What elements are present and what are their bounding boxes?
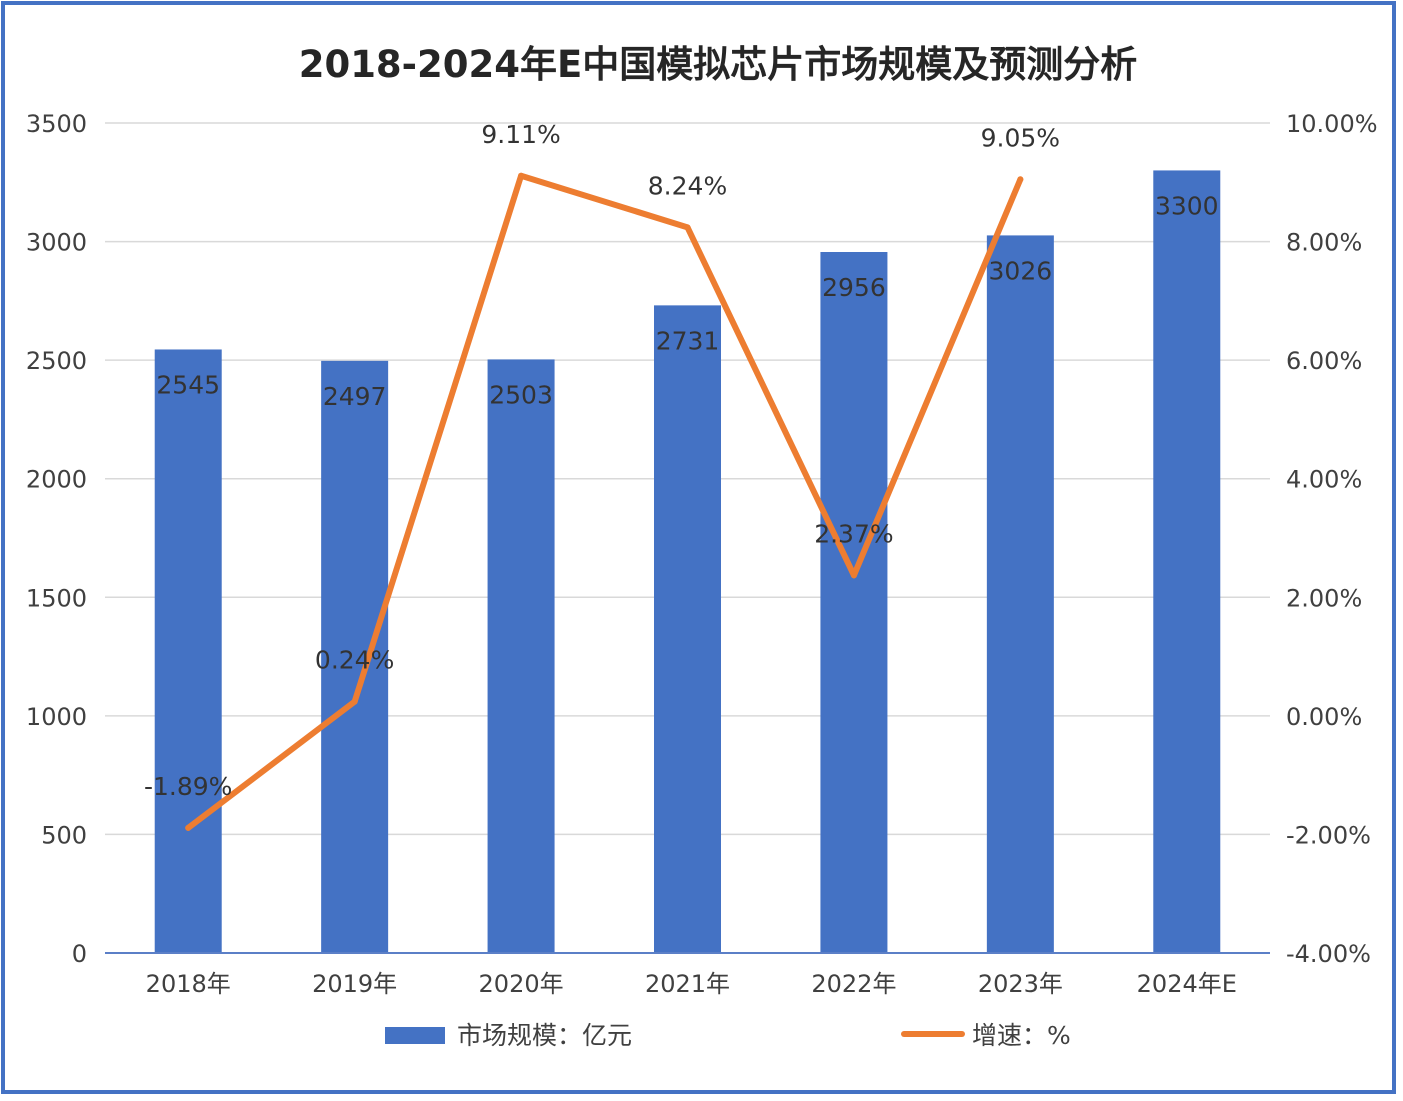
bar-data-label: 3300	[1155, 191, 1219, 220]
x-tick-label: 2023年	[978, 970, 1063, 998]
line-point	[185, 824, 192, 831]
y-left-tick-label: 3500	[26, 110, 87, 138]
line-data-label: 9.05%	[981, 123, 1060, 152]
line-data-label: -1.89%	[144, 772, 232, 801]
bar	[986, 235, 1054, 954]
x-tick-label: 2024年E	[1137, 970, 1237, 998]
y-left-tick-label: 2500	[26, 347, 87, 375]
legend-swatch-bar	[385, 1027, 445, 1044]
y-right-tick-label: 0.00%	[1286, 703, 1362, 731]
x-tick-label: 2018年	[146, 970, 231, 998]
y-left-tick-label: 3000	[26, 229, 87, 257]
line-data-label: 8.24%	[648, 171, 727, 200]
legend-label: 增速：%	[972, 1021, 1071, 1050]
bar	[154, 349, 222, 953]
y-right-tick-label: 2.00%	[1286, 584, 1362, 612]
line-point	[850, 572, 857, 579]
bar	[1153, 170, 1221, 953]
y-right-tick-label: -2.00%	[1286, 821, 1371, 849]
y-right-tick-label: -4.00%	[1286, 940, 1371, 968]
y-right-tick-label: 4.00%	[1286, 466, 1362, 494]
chart-title: 2018-2024年E中国模拟芯片市场规模及预测分析	[299, 43, 1138, 86]
y-left-tick-label: 1000	[26, 703, 87, 731]
y-left-tick-label: 2000	[26, 466, 87, 494]
line-data-label: 2.37%	[814, 519, 893, 548]
bar-data-label: 2545	[156, 370, 220, 399]
x-tick-label: 2021年	[645, 970, 730, 998]
y-left-tick-label: 0	[72, 940, 87, 968]
bar-data-label: 2956	[822, 273, 886, 302]
bar	[820, 252, 888, 953]
bar-data-label: 2503	[489, 380, 553, 409]
bar	[654, 305, 721, 953]
y-left-tick-label: 500	[41, 821, 87, 849]
y-right-tick-label: 8.00%	[1286, 229, 1362, 257]
line-data-label: 9.11%	[481, 120, 560, 149]
growth-line	[185, 172, 1024, 831]
bar-data-label: 2497	[323, 382, 387, 411]
x-tick-label: 2022年	[811, 970, 896, 998]
bar-data-label: 3026	[989, 256, 1053, 285]
line-point	[518, 172, 525, 179]
y-right-tick-label: 10.00%	[1286, 110, 1378, 138]
line-point	[684, 224, 691, 231]
bar	[321, 360, 389, 954]
bar	[487, 359, 555, 954]
y-right-tick-label: 6.00%	[1286, 347, 1362, 375]
line-point	[1017, 176, 1024, 183]
legend-label: 市场规模：亿元	[457, 1021, 632, 1050]
x-tick-label: 2019年	[312, 970, 397, 998]
bar-data-label: 2731	[656, 326, 720, 355]
line-point	[351, 698, 358, 705]
line-data-label: 0.24%	[315, 646, 394, 675]
y-left-tick-label: 1500	[26, 584, 87, 612]
x-tick-label: 2020年	[479, 970, 564, 998]
